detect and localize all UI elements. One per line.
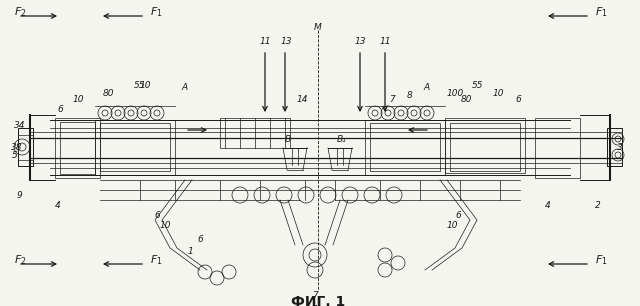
Bar — [535, 118, 580, 178]
Text: 13: 13 — [280, 38, 292, 47]
Text: 11: 11 — [380, 38, 391, 47]
Text: 10: 10 — [492, 88, 504, 98]
Bar — [365, 120, 445, 175]
Bar — [18, 128, 33, 166]
Bar — [95, 120, 175, 175]
Text: 7: 7 — [389, 95, 395, 105]
Text: B: B — [285, 136, 291, 144]
Bar — [370, 123, 440, 171]
Text: 10: 10 — [159, 221, 171, 230]
Text: 4: 4 — [545, 200, 551, 210]
Text: 14: 14 — [296, 95, 308, 105]
Text: 38: 38 — [10, 144, 22, 152]
Text: 8: 8 — [407, 91, 413, 100]
Bar — [450, 123, 520, 171]
Text: $F_1$: $F_1$ — [150, 5, 163, 19]
Text: 6: 6 — [57, 106, 63, 114]
Text: $F_1$: $F_1$ — [150, 253, 163, 267]
Text: 10: 10 — [140, 81, 151, 91]
Text: 11: 11 — [259, 38, 271, 47]
Text: 10: 10 — [72, 95, 84, 105]
Text: A: A — [424, 84, 430, 92]
Text: 55: 55 — [134, 81, 146, 91]
Text: 1: 1 — [187, 248, 193, 256]
Bar — [445, 118, 525, 173]
Text: A: A — [182, 84, 188, 92]
Text: 1: 1 — [312, 305, 318, 306]
Text: 55: 55 — [472, 81, 484, 91]
Text: 80: 80 — [102, 88, 114, 98]
Text: 10: 10 — [446, 221, 458, 230]
Text: 80: 80 — [460, 95, 472, 105]
Text: 7: 7 — [312, 290, 318, 300]
Text: M: M — [314, 24, 322, 32]
Text: 2: 2 — [595, 200, 601, 210]
Text: 100: 100 — [446, 88, 463, 98]
Text: $F_1$: $F_1$ — [595, 5, 607, 19]
Text: $F_1$: $F_1$ — [595, 253, 607, 267]
Bar — [100, 123, 170, 171]
Text: 3: 3 — [617, 144, 623, 152]
Text: 34: 34 — [14, 121, 26, 129]
Bar — [607, 128, 622, 166]
Bar — [220, 118, 290, 148]
Text: ФИГ. 1: ФИГ. 1 — [291, 295, 345, 306]
Text: $F_2$: $F_2$ — [14, 5, 26, 19]
Text: 4: 4 — [55, 200, 61, 210]
Bar — [55, 118, 100, 178]
Text: B₁: B₁ — [337, 136, 347, 144]
Text: 6: 6 — [455, 211, 461, 219]
Text: 5: 5 — [12, 151, 18, 159]
Text: 13: 13 — [355, 38, 365, 47]
Text: 6: 6 — [197, 236, 203, 244]
Bar — [60, 122, 95, 174]
Text: 9: 9 — [16, 191, 22, 200]
Text: $F_2$: $F_2$ — [14, 253, 26, 267]
Text: 6: 6 — [515, 95, 521, 105]
Text: 6: 6 — [154, 211, 160, 219]
